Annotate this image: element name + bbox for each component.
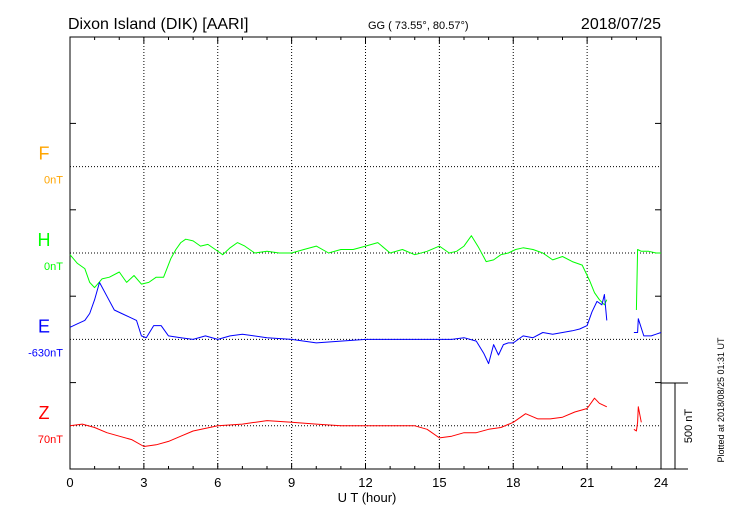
x-tick-label-9: 9 [288,475,295,490]
x-axis-label: U T (hour) [338,490,397,505]
series-line-e-3 [69,281,608,365]
series-line-h-2 [635,249,661,311]
component-baseline-f: 0nT [44,175,63,187]
series-line-z-5 [69,397,608,447]
station-title: Dixon Island (DIK) [AARI] [68,16,249,33]
series-line-z-6 [633,406,642,432]
component-name-z: Z [39,403,50,423]
scale-bar-label: 500 nT [683,409,695,444]
x-axis-ticks: 0 3 6 9 12 15 18 21 24 [66,37,668,490]
grid-lines [70,37,661,469]
x-tick-label-18: 18 [506,475,520,490]
plotted-note: Plotted at 2018/08/25 01:31 UT [716,337,726,463]
station-coords: GG ( 73.55°, 80.57°) [368,20,469,32]
x-tick-label-15: 15 [432,475,446,490]
series-line-h-1 [69,235,608,306]
series-group [69,235,662,447]
series-line-e-4 [633,318,662,337]
x-tick-label-3: 3 [140,475,147,490]
component-name-f: F [39,144,50,164]
x-tick-label-12: 12 [358,475,372,490]
component-name-h: H [38,230,51,250]
scale-bar: 500 nT [661,382,695,470]
plot-date: 2018/07/25 [581,16,661,33]
component-labels: F 0nT H 0nT E -630nT Z 70nT [28,144,63,446]
x-tick-label-21: 21 [580,475,594,490]
x-tick-label-6: 6 [214,475,221,490]
component-baseline-e: -630nT [28,347,63,359]
component-name-e: E [38,316,50,336]
x-tick-label-0: 0 [66,475,73,490]
component-baseline-h: 0nT [44,261,63,273]
component-baseline-z: 70nT [38,434,63,446]
x-tick-label-24: 24 [654,475,668,490]
